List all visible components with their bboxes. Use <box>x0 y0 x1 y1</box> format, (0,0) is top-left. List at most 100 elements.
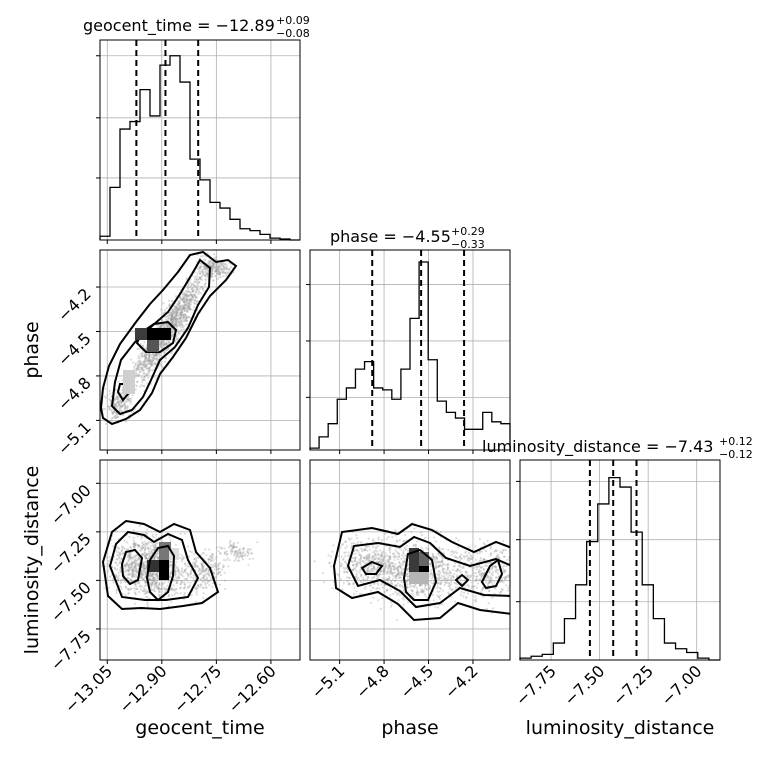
scatter-point <box>377 599 380 602</box>
scatter-point <box>487 581 490 584</box>
scatter-point <box>384 569 387 573</box>
scatter-point <box>175 314 178 317</box>
scatter-point <box>139 584 142 587</box>
scatter-point <box>168 576 171 579</box>
scatter-point <box>142 567 145 570</box>
scatter-point <box>156 358 159 361</box>
scatter-point <box>394 579 397 582</box>
scatter-point <box>218 545 221 549</box>
scatter-point <box>127 560 130 563</box>
scatter-point <box>161 365 164 369</box>
scatter-point <box>410 589 413 592</box>
scatter-point <box>159 325 162 328</box>
scatter-point <box>171 313 174 316</box>
scatter-point <box>352 563 355 567</box>
scatter-point <box>149 578 152 581</box>
scatter-point <box>204 578 207 581</box>
scatter-point <box>381 550 384 553</box>
scatter-point <box>121 547 124 550</box>
scatter-point <box>186 587 189 590</box>
scatter-point <box>171 330 174 333</box>
scatter-point <box>145 553 148 556</box>
scatter-point <box>366 570 369 573</box>
scatter-point <box>204 271 207 274</box>
scatter-point <box>184 301 187 304</box>
scatter-point <box>396 551 399 554</box>
scatter-point <box>125 400 128 403</box>
scatter-point <box>187 287 190 291</box>
x-axis-label-geocent-time: geocent_time <box>135 717 264 739</box>
scatter-point <box>203 275 206 278</box>
scatter-point <box>398 547 401 550</box>
scatter-point <box>149 552 152 555</box>
scatter-point <box>186 295 189 298</box>
scatter-point <box>145 592 148 595</box>
scatter-point <box>357 551 360 554</box>
scatter-point <box>218 272 221 275</box>
scatter-point <box>376 566 379 569</box>
scatter-point <box>186 304 189 307</box>
scatter-point <box>208 548 211 551</box>
scatter-point <box>516 585 518 587</box>
scatter-point <box>196 565 199 568</box>
scatter-point <box>185 316 188 319</box>
scatter-point <box>135 568 138 571</box>
scatter-point <box>378 549 382 552</box>
scatter-point <box>165 325 169 328</box>
scatter-point <box>202 551 205 554</box>
scatter-point <box>142 362 145 365</box>
scatter-point <box>202 576 205 580</box>
scatter-point <box>466 554 469 557</box>
x-tick-label-geocent-time: −12.90 <box>115 661 170 716</box>
scatter-point <box>387 561 390 564</box>
scatter-point <box>150 589 153 592</box>
scatter-point <box>175 325 179 328</box>
scatter-point <box>215 563 218 566</box>
scatter-point <box>487 590 490 593</box>
scatter-point <box>115 404 118 407</box>
scatter-point <box>344 555 347 558</box>
scatter-point <box>491 574 494 577</box>
title-geocent-time: geocent_time = −12.89 +0.09 −0.08 <box>83 14 310 40</box>
scatter-point <box>380 583 383 586</box>
scatter-point <box>153 555 156 558</box>
scatter-point <box>178 312 181 315</box>
scatter-point <box>156 552 159 555</box>
scatter-point <box>370 570 374 573</box>
scatter-point <box>495 577 498 580</box>
scatter-point <box>377 583 380 587</box>
scatter-point <box>440 564 443 567</box>
scatter-point <box>439 582 442 586</box>
scatter-point <box>145 542 148 545</box>
scatter-point <box>184 303 187 306</box>
scatter-point <box>414 544 417 547</box>
scatter-point <box>428 599 431 603</box>
scatter-point <box>432 557 435 560</box>
scatter-point <box>159 346 162 349</box>
scatter-point <box>453 581 456 585</box>
scatter-point <box>179 316 182 319</box>
scatter-point <box>488 589 491 592</box>
scatter-point <box>127 564 130 567</box>
scatter-point <box>125 570 128 573</box>
scatter-point <box>464 570 467 574</box>
scatter-point <box>132 529 135 532</box>
scatter-point <box>142 372 145 375</box>
scatter-point <box>140 352 143 355</box>
scatter-point <box>394 584 397 587</box>
scatter-point <box>217 276 220 279</box>
scatter-point <box>141 363 145 366</box>
scatter-point <box>163 586 166 589</box>
scatter-point <box>168 563 171 566</box>
scatter-point <box>137 564 140 567</box>
scatter-point <box>173 589 176 592</box>
scatter-point <box>435 555 438 558</box>
scatter-point <box>406 575 410 578</box>
scatter-point <box>160 341 163 345</box>
scatter-point <box>124 580 127 584</box>
scatter-point <box>153 544 156 547</box>
scatter-point <box>108 556 111 559</box>
scatter-point <box>205 578 208 581</box>
scatter-point <box>382 562 385 566</box>
scatter-point <box>367 558 370 561</box>
